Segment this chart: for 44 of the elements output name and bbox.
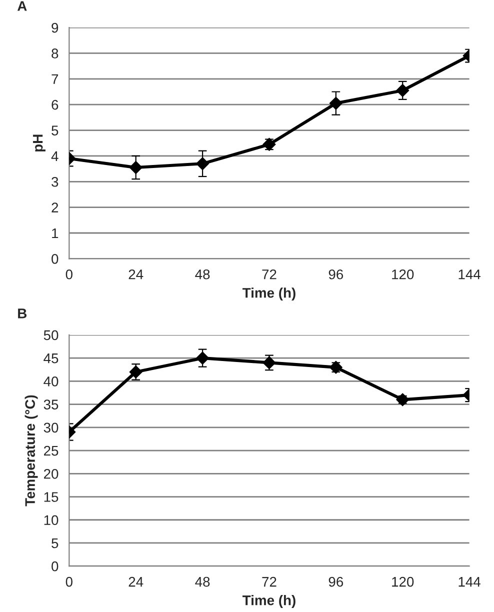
y-tick-label: 0 [52,254,58,264]
x-tick-label: 144 [458,270,480,280]
y-tick-label: 15 [44,492,58,502]
x-tick-label: 0 [66,269,72,280]
y-tick-label: 7 [52,74,58,84]
x-axis-title: Time (h) [242,288,296,301]
y-tick-label: 45 [44,354,58,364]
y-tick-label: 25 [44,446,58,456]
y-tick-label: 20 [44,468,58,479]
text: A [17,1,27,11]
x-tick-label: 120 [392,576,414,587]
y-tick-label: 40 [44,376,58,386]
x-tick-label: 96 [328,269,344,280]
x-tick-label: 144 [458,577,480,587]
y-tick-label: 1 [52,228,58,238]
y-tick-label: 9 [52,22,58,33]
x-tick-label: 72 [262,269,276,280]
y-axis-title: pH [33,134,46,152]
y-tick-label: 2 [52,202,58,212]
x-axis-title: Time (h) [242,595,296,608]
y-tick-label: 0 [52,561,58,572]
x-tick-label: 96 [328,576,344,587]
point [196,352,210,365]
y-tick-label: 10 [44,515,58,526]
y-tick-label: 5 [52,126,58,136]
point [329,96,342,110]
y-tick-label: 8 [52,48,58,58]
y-tick-label: 50 [44,330,58,340]
x-tick-label: 120 [392,269,414,280]
y-axis-title: Temperature (°C) [24,395,38,506]
y-tick-label: 4 [51,151,58,161]
x-tick-label: 24 [128,576,144,587]
x-tick-label: 48 [195,269,210,280]
y-tick-label: 35 [44,400,58,410]
y-tick-label: 30 [44,422,58,433]
x-tick-label: 24 [128,269,144,280]
x-tick-label: 72 [262,576,276,587]
point [196,157,210,170]
y-tick-label: 5 [52,538,58,548]
x-tick-label: 48 [195,576,210,587]
y-tick-label: 6 [52,100,58,110]
x-tick-label: 0 [66,576,72,587]
y-tick-label: 3 [52,176,58,187]
text: B [18,308,27,318]
